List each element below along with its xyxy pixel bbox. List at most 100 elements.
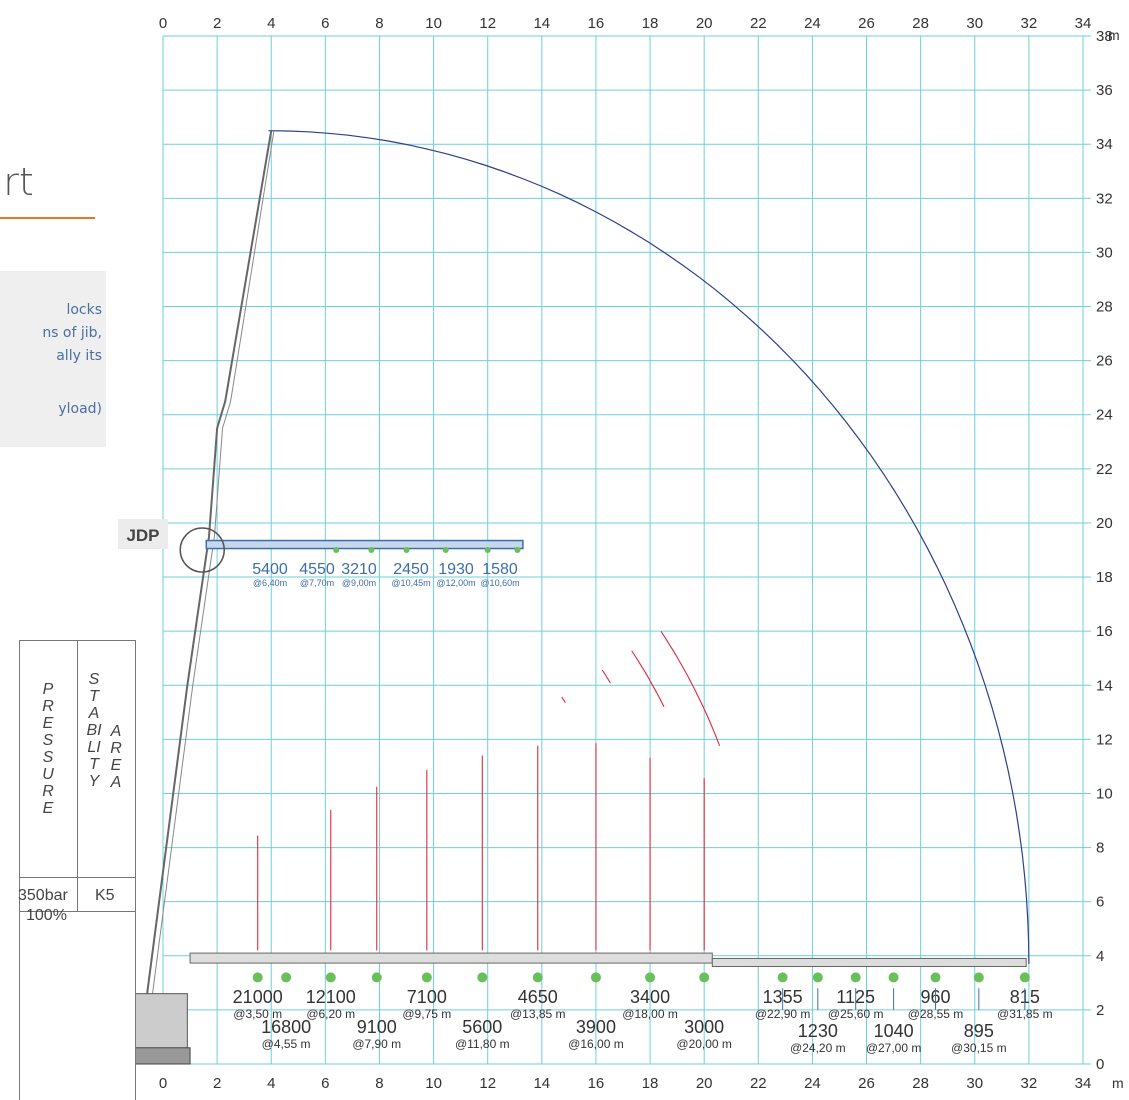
jdp-load-radius: @10,45m bbox=[391, 578, 430, 588]
page-title: art bbox=[0, 160, 34, 204]
x-tick-label-top: 22 bbox=[750, 15, 767, 32]
load-value: 3900 bbox=[576, 1017, 616, 1037]
load-point bbox=[699, 972, 710, 983]
jdp-load-value: 1580 bbox=[482, 561, 518, 578]
jdp-load-point bbox=[442, 547, 449, 553]
load-point bbox=[532, 972, 543, 983]
crane-mast bbox=[145, 130, 273, 997]
x-tick-label-top: 6 bbox=[321, 15, 329, 32]
stability-label: STABILITY bbox=[86, 671, 102, 790]
jdp-label-bg bbox=[118, 519, 168, 549]
load-value: 3000 bbox=[684, 1017, 724, 1037]
load-value: 12100 bbox=[306, 987, 356, 1007]
jdp-load-radius: @10,60m bbox=[480, 578, 519, 588]
load-radius: @18,00 m bbox=[622, 1007, 678, 1021]
y-tick-label: 10 bbox=[1096, 785, 1113, 802]
load-radius: @24,20 m bbox=[790, 1041, 846, 1055]
x-tick-label-bottom: 8 bbox=[375, 1075, 383, 1092]
x-tick-label-bottom: 6 bbox=[321, 1075, 329, 1092]
jdp-load-value: 1930 bbox=[438, 561, 474, 578]
load-point bbox=[812, 972, 823, 983]
jdp-load-point bbox=[333, 547, 340, 553]
x-tick-label-top: 24 bbox=[804, 15, 821, 32]
y-tick-label: 32 bbox=[1096, 190, 1113, 207]
table-divider bbox=[20, 877, 135, 878]
load-value: 1040 bbox=[874, 1021, 914, 1041]
x-tick-label-top: 8 bbox=[375, 15, 383, 32]
x-tick-label-bottom: 32 bbox=[1021, 1075, 1038, 1092]
crane-jib-extension bbox=[711, 957, 1027, 967]
load-curve bbox=[601, 669, 611, 684]
y-tick-label: 28 bbox=[1096, 299, 1113, 316]
pressure-value: 350bar bbox=[18, 887, 68, 904]
x-tick-label-bottom: 28 bbox=[912, 1075, 929, 1092]
load-radius: @16,00 m bbox=[568, 1037, 624, 1051]
x-tick-label-bottom: 20 bbox=[696, 1075, 713, 1092]
load-value: 9100 bbox=[357, 1017, 397, 1037]
load-point bbox=[850, 972, 861, 983]
jdp-load-value: 4550 bbox=[299, 561, 335, 578]
info-box: locks ns of jib, ally its yload) bbox=[0, 271, 106, 447]
x-tick-label-top: 26 bbox=[858, 15, 875, 32]
load-curves bbox=[257, 631, 721, 951]
y-tick-label: 6 bbox=[1096, 894, 1104, 911]
y-tick-label: 2 bbox=[1096, 1002, 1104, 1019]
crane-drawing bbox=[105, 130, 1027, 1065]
load-curve bbox=[561, 696, 566, 703]
load-value: 7100 bbox=[407, 987, 447, 1007]
info-line: yload) bbox=[58, 401, 102, 417]
crane-horizontal-boom bbox=[189, 952, 713, 964]
load-radius: @11,80 m bbox=[455, 1037, 510, 1051]
jdp-load-radius: @7,70m bbox=[300, 578, 334, 588]
load-curve bbox=[660, 631, 721, 746]
load-radius: @9,75 m bbox=[402, 1007, 451, 1021]
y-unit-label: m bbox=[1108, 27, 1120, 43]
area-label: AREA bbox=[110, 723, 122, 791]
load-point bbox=[371, 972, 382, 983]
y-tick-label: 34 bbox=[1096, 136, 1113, 153]
load-value: 895 bbox=[964, 1021, 994, 1041]
axes: 0022446688101012121414161618182020222224… bbox=[159, 15, 1124, 1092]
load-radius: @7,90 m bbox=[352, 1037, 401, 1051]
y-tick-label: 16 bbox=[1096, 623, 1113, 640]
jdp-load-point bbox=[403, 547, 410, 553]
x-tick-label-top: 10 bbox=[425, 15, 442, 32]
reach-envelope bbox=[268, 130, 1030, 964]
load-point bbox=[1019, 972, 1030, 983]
jdp-load-radius: @12,00m bbox=[436, 578, 475, 588]
load-point bbox=[930, 972, 941, 983]
y-tick-label: 12 bbox=[1096, 731, 1113, 748]
load-value: 3400 bbox=[630, 987, 670, 1007]
load-curve bbox=[631, 650, 665, 707]
load-radius: @30,15 m bbox=[951, 1041, 1007, 1055]
load-value: 16800 bbox=[261, 1017, 311, 1037]
load-radius: @3,50 m bbox=[233, 1007, 282, 1021]
x-tick-label-top: 18 bbox=[642, 15, 659, 32]
jdp-load-value: 3210 bbox=[341, 561, 377, 578]
x-tick-label-top: 12 bbox=[479, 15, 496, 32]
load-point bbox=[777, 972, 788, 983]
load-radius: @13,85 m bbox=[510, 1007, 566, 1021]
x-tick-label-bottom: 4 bbox=[267, 1075, 275, 1092]
load-radius: @6,20 m bbox=[306, 1007, 355, 1021]
x-tick-label-bottom: 16 bbox=[588, 1075, 605, 1092]
y-tick-label: 22 bbox=[1096, 461, 1113, 478]
load-value: 5600 bbox=[462, 1017, 502, 1037]
load-radius: @20,00 m bbox=[676, 1037, 732, 1051]
load-value: 4650 bbox=[518, 987, 558, 1007]
x-tick-label-bottom: 2 bbox=[213, 1075, 221, 1092]
table-divider bbox=[20, 911, 135, 912]
grid bbox=[162, 35, 1084, 1065]
load-point bbox=[477, 972, 488, 983]
jdp-load-point bbox=[368, 547, 375, 553]
load-radius: @22,90 m bbox=[755, 1007, 811, 1021]
info-line: locks bbox=[66, 302, 102, 318]
x-tick-label-bottom: 34 bbox=[1075, 1075, 1092, 1092]
x-tick-label-top: 4 bbox=[267, 15, 275, 32]
pressure-label: PRESSURE bbox=[42, 681, 54, 817]
y-tick-label: 20 bbox=[1096, 515, 1113, 532]
jdp-load-radius: @9,00m bbox=[342, 578, 376, 588]
jdp-load-point bbox=[484, 547, 491, 553]
load-point bbox=[590, 972, 601, 983]
